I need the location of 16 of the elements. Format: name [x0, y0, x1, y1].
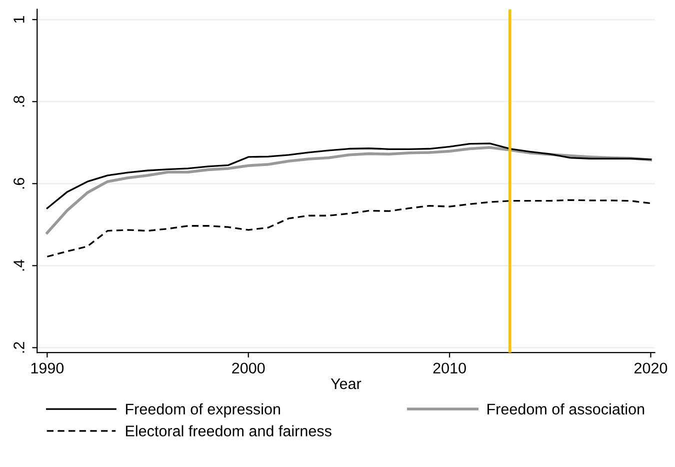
- x-axis-title: Year: [330, 378, 362, 390]
- legend-label: Freedom of expression: [126, 403, 280, 418]
- legend-label: Electoral freedom and fairness: [126, 425, 332, 436]
- line-series: [46, 199, 652, 258]
- x-tick-label: 2010: [433, 362, 466, 374]
- y-tick-label: .2: [14, 342, 24, 353]
- x-tick-label: 2000: [232, 362, 265, 374]
- line-series: [46, 142, 652, 210]
- y-tick-label: .6: [14, 178, 24, 189]
- y-tick-label: 1: [14, 16, 24, 23]
- y-tick-label: .4: [14, 260, 24, 271]
- x-tick-label: 1990: [31, 362, 64, 374]
- y-tick-label: .8: [14, 96, 24, 107]
- legend-label: Freedom of association: [488, 403, 644, 415]
- line-series: [46, 146, 652, 234]
- x-tick-label: 2020: [634, 362, 668, 374]
